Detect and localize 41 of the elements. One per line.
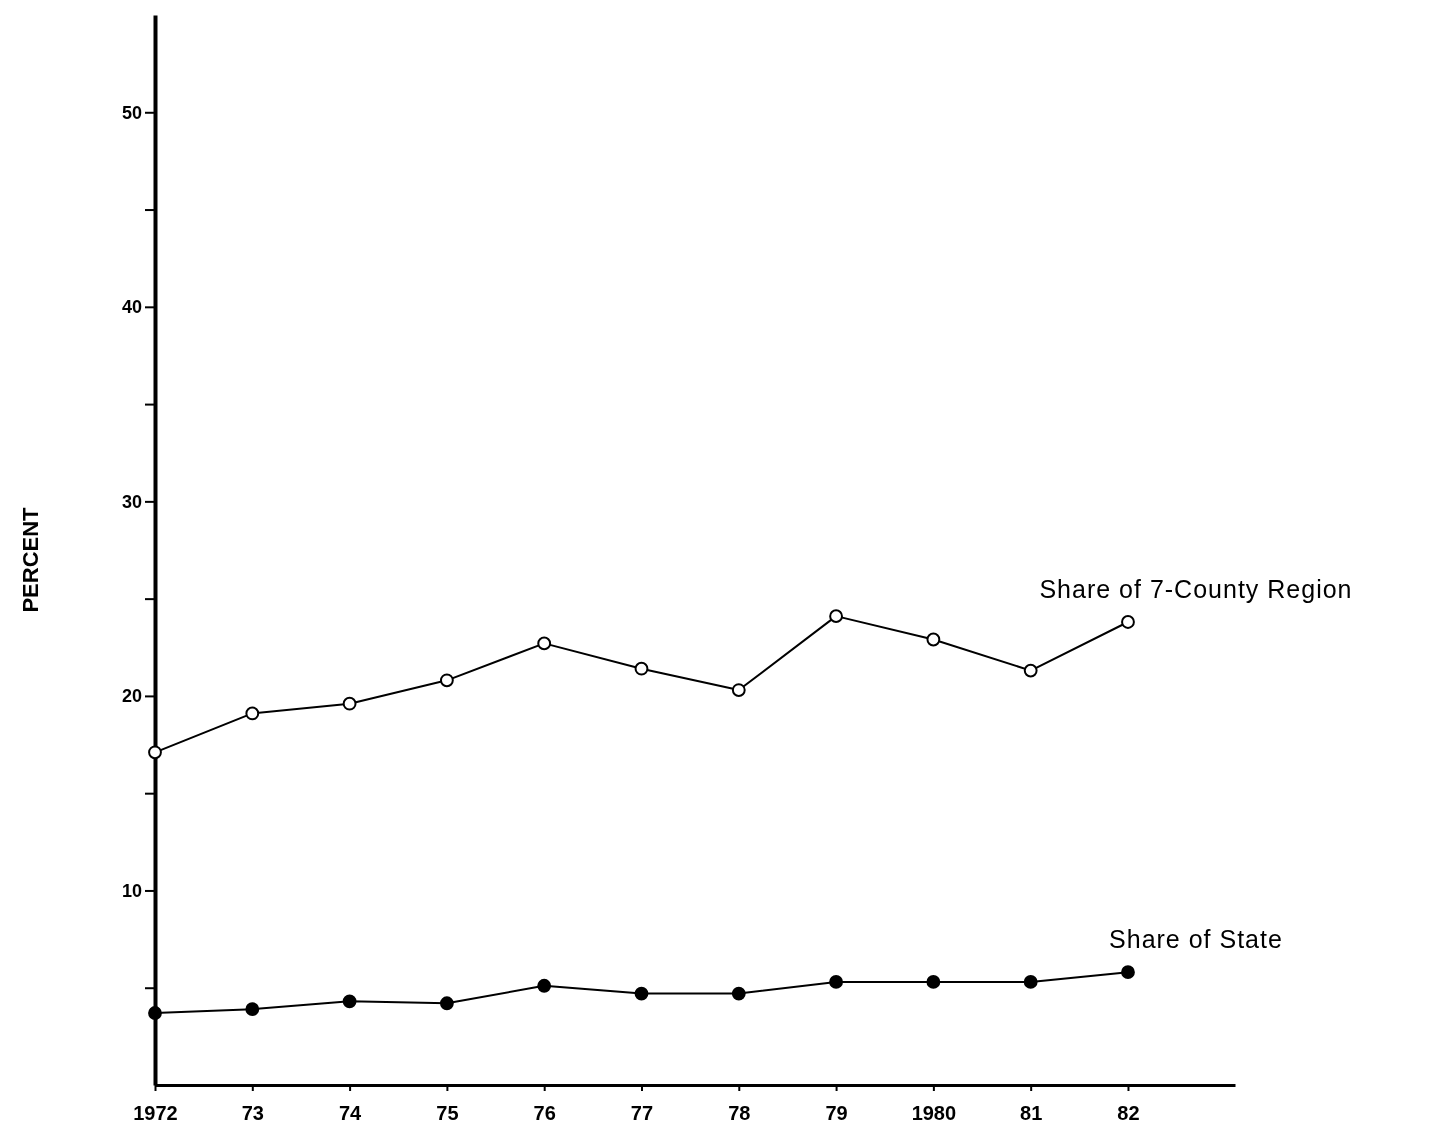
point xyxy=(245,706,260,721)
point xyxy=(1023,974,1038,989)
y-tick-label: 50 xyxy=(121,102,142,123)
point xyxy=(634,986,649,1001)
point xyxy=(1121,615,1135,629)
x-tick-label: 75 xyxy=(436,1102,459,1124)
point xyxy=(1121,965,1135,980)
point xyxy=(342,994,357,1009)
y-tick-label: 30 xyxy=(121,491,142,512)
x-tick-label: 1980 xyxy=(911,1102,957,1124)
text: Share of 7-County Region xyxy=(1039,574,1353,603)
y-tick-label: 10 xyxy=(121,880,142,901)
point xyxy=(1023,663,1038,678)
point xyxy=(342,696,357,711)
point xyxy=(829,974,843,989)
series-label: Share of State xyxy=(1109,925,1283,954)
x-tick-label: 1972 xyxy=(133,1102,178,1124)
point xyxy=(731,683,746,697)
point xyxy=(148,1006,162,1020)
x-tick-label: 79 xyxy=(825,1102,848,1124)
x-tick-label: 76 xyxy=(533,1102,556,1124)
point xyxy=(731,986,746,1001)
x-tick-label: 82 xyxy=(1117,1102,1140,1124)
point xyxy=(926,974,941,989)
y-axis-title: PERCENT xyxy=(18,506,43,613)
x-tick-label: 81 xyxy=(1020,1102,1043,1124)
x-tick-label: 73 xyxy=(241,1102,264,1124)
point xyxy=(148,745,162,760)
point xyxy=(926,632,941,647)
point xyxy=(537,636,552,651)
point xyxy=(245,1002,260,1017)
point xyxy=(634,661,649,676)
x-tick-label: 78 xyxy=(728,1102,751,1124)
y-tick-label: 20 xyxy=(121,686,142,707)
point xyxy=(439,996,454,1011)
point xyxy=(537,978,552,993)
point xyxy=(829,609,843,624)
x-tick-label: 77 xyxy=(630,1102,654,1124)
y-tick-label: 40 xyxy=(121,297,142,318)
point xyxy=(439,673,454,688)
x-tick-label: 74 xyxy=(338,1102,363,1124)
